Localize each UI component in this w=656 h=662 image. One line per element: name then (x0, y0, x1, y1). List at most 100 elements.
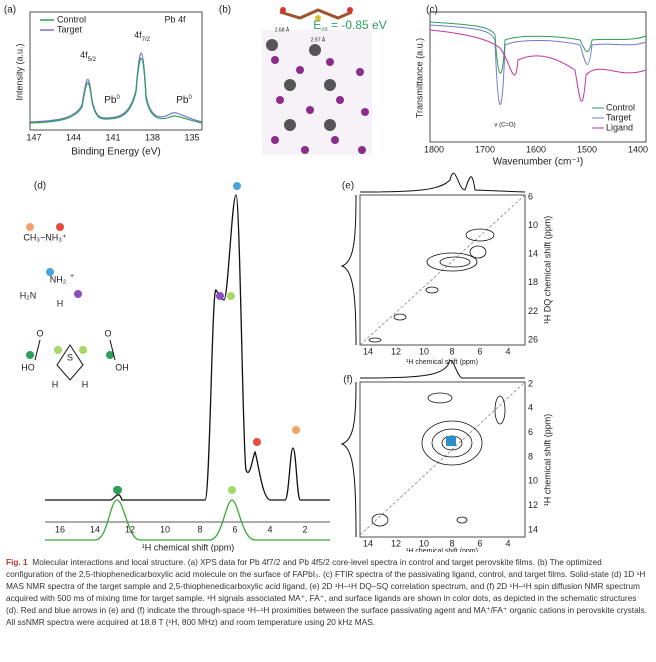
target-curve (429, 24, 647, 105)
text-part: 0 (116, 95, 120, 101)
x-tick-label: 12 (391, 538, 401, 548)
ligand-spectrum (45, 499, 330, 541)
x-tick-label: 1500 (577, 144, 597, 154)
control-curve (429, 21, 647, 74)
x-tick-label: 2 (302, 524, 307, 534)
x-tick-label: 135 (184, 132, 199, 142)
distance-label: 2.97 Å (311, 36, 326, 43)
structure-label: HO (21, 362, 35, 372)
legend-label: Control (606, 102, 635, 112)
projection (359, 359, 525, 379)
figure: (a) Pb 4f Intensity (a.u.) Binding Energy (… (4, 5, 648, 552)
axes-frame (29, 11, 203, 131)
ligand-curve (429, 29, 647, 102)
text-part: 5/2 (88, 57, 97, 63)
structure-label: NH₂ (50, 274, 67, 284)
axes-frame (359, 194, 526, 346)
structure-label: O (104, 328, 111, 338)
contours (359, 194, 526, 346)
x-tick-label: 1400 (628, 144, 648, 154)
y-axis-title: ¹H chemical shift (ppm) (542, 414, 552, 507)
x-tick-label: 14 (90, 524, 100, 534)
panel-label: (e) (342, 181, 354, 192)
x-axis-title: ¹H chemical shift (ppm) (406, 548, 478, 552)
y-tick-label: 26 (528, 334, 538, 344)
text-part: E (313, 18, 321, 32)
text-part: Pb (176, 95, 189, 106)
pb0-label: Pb0 (104, 95, 120, 106)
y-tick-label: 8 (528, 451, 533, 461)
peak-label: 4f7/2 (134, 30, 151, 42)
text-part: 4f (134, 30, 142, 40)
x-tick-label: 147 (26, 132, 41, 142)
panel-label: (f) (343, 375, 352, 386)
axes-frame (359, 381, 526, 538)
x-tick-label: 14 (363, 346, 373, 356)
x-tick-label: 12 (125, 524, 135, 534)
panel-label: (d) (34, 181, 46, 192)
y-tick-label: 14 (528, 249, 538, 259)
panel-label: (b) (219, 5, 231, 16)
x-axis-title: Binding Energy (eV) (71, 147, 161, 158)
x-tick-label: 10 (419, 346, 429, 356)
x-tick-label: 8 (449, 538, 454, 548)
x-tick-label: 1800 (424, 144, 444, 154)
x-tick-label: 14 (363, 538, 373, 548)
caption: Fig. 1 Molecular interactions and local … (6, 556, 650, 628)
x-tick-label: 6 (232, 524, 237, 534)
caption-label: Fig. 1 (6, 557, 28, 567)
energy-label: Eint = -0.85 eV (313, 18, 386, 32)
projection (359, 172, 526, 193)
structure-label: O (36, 328, 43, 338)
text-part: int (321, 27, 328, 33)
structure-label: H (82, 379, 89, 389)
legend-label: Target (606, 112, 632, 122)
text-part: 7/2 (142, 37, 151, 43)
x-tick-label: 16 (55, 524, 65, 534)
text-part: 0 (188, 95, 192, 101)
y-axis-title: Intensity (a.u.) (14, 43, 24, 100)
text-part: Pb (104, 95, 117, 106)
x-tick-label: 6 (477, 538, 482, 548)
text-part: = -0.85 eV (328, 18, 387, 32)
y-axis-title: Transmittance (a.u.) (414, 38, 424, 118)
pb0-label: Pb0 (176, 95, 192, 106)
target-spectrum (45, 194, 330, 501)
panel-label: (a) (4, 5, 16, 16)
structure-label: + (70, 273, 74, 280)
x-tick-label: 141 (105, 132, 120, 142)
distance-label: 2.68 Å (275, 26, 290, 33)
x-tick-label: 12 (391, 346, 401, 356)
y-tick-label: 4 (528, 403, 533, 413)
panel-label: (c) (426, 5, 438, 16)
x-axis-title: ¹H chemical shift (ppm) (142, 542, 235, 552)
x-tick-label: 144 (66, 132, 81, 142)
structure-label: CH₃−NH₃⁺ (23, 232, 67, 242)
target-curve (29, 52, 203, 123)
contours (359, 381, 526, 536)
y-tick-label: 6 (528, 427, 533, 437)
y-tick-label: 10 (528, 220, 538, 230)
x-tick-label: 1600 (526, 144, 546, 154)
panel-tag: Pb 4f (164, 14, 186, 24)
x-tick-label: 1700 (475, 144, 495, 154)
y-tick-label: 2 (528, 378, 533, 388)
molecular-structure (262, 7, 372, 155)
y-tick-label: 22 (528, 306, 538, 316)
peak-label: 4f5/2 (80, 50, 97, 62)
legend-label: Control (57, 14, 86, 24)
y-axis-title: ¹H DQ chemical shift (ppm) (542, 216, 552, 325)
x-tick-label: 10 (160, 524, 170, 534)
x-tick-label: 8 (197, 524, 202, 534)
x-tick-label: 4 (505, 346, 510, 356)
caption-text: Molecular interactions and local structu… (6, 557, 648, 627)
structure-label: S (67, 352, 73, 362)
projection (340, 381, 357, 538)
axes-frame (429, 11, 647, 143)
control-curve (29, 57, 203, 124)
x-axis-title: ¹H chemical shift (ppm) (406, 359, 478, 366)
y-tick-label: 18 (528, 277, 538, 287)
x-tick-label: 138 (145, 132, 160, 142)
x-tick-label: 10 (419, 538, 429, 548)
